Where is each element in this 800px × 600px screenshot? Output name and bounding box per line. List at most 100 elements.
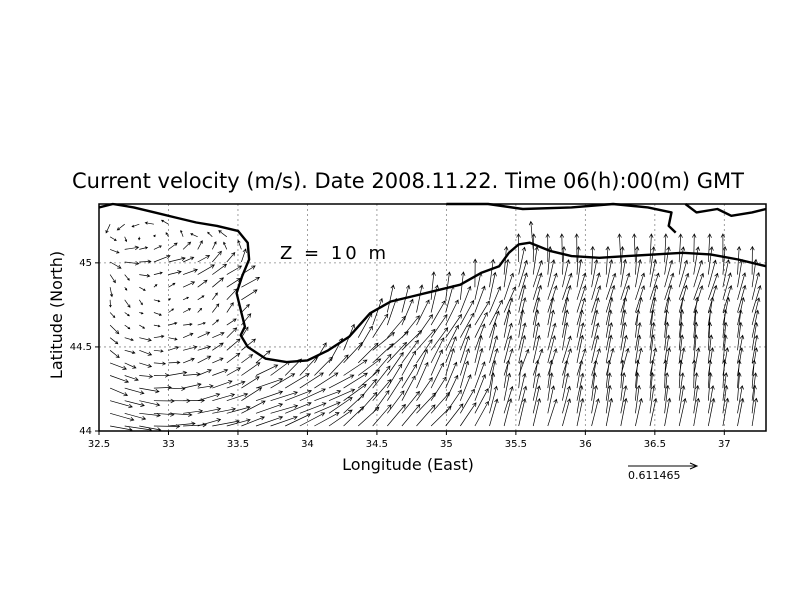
velocity-vector (516, 233, 521, 263)
velocity-vector (474, 400, 489, 427)
velocity-vector (707, 347, 715, 376)
velocity-vector (562, 309, 569, 338)
velocity-vector (139, 286, 146, 291)
velocity-vector (562, 372, 570, 401)
coastline-crimea (98, 202, 767, 364)
velocity-vector (109, 249, 120, 254)
coastline-kerch (446, 202, 677, 234)
velocity-vector (664, 284, 673, 313)
velocity-vector (576, 285, 587, 313)
velocity-vector (751, 372, 758, 401)
y-axis-ticks: 44 44.5 45 (70, 258, 99, 437)
velocity-vector (139, 349, 153, 356)
velocity-vector (751, 397, 759, 427)
velocity-vector (226, 352, 241, 364)
velocity-vector (474, 361, 486, 389)
velocity-vector (110, 412, 135, 422)
velocity-vector (416, 284, 424, 313)
velocity-vector (401, 403, 421, 427)
velocity-vector (168, 270, 182, 275)
velocity-vector (212, 303, 220, 313)
velocity-vector (532, 372, 541, 401)
velocity-vector (124, 337, 134, 342)
velocity-vector (109, 287, 114, 298)
velocity-vector (722, 397, 730, 427)
velocity-vector (707, 284, 718, 313)
velocity-vector (503, 297, 514, 326)
velocity-vector (386, 284, 395, 313)
velocity-vector (547, 285, 558, 313)
velocity-vector (591, 309, 599, 338)
velocity-vector (197, 369, 212, 376)
velocity-vector (343, 372, 368, 389)
velocity-vector (139, 374, 154, 379)
velocity-vector (591, 384, 598, 414)
velocity-vector (503, 245, 509, 275)
velocity-vector (168, 346, 180, 351)
velocity-vector (183, 422, 208, 428)
velocity-vector (168, 298, 172, 301)
velocity-vector (153, 284, 158, 288)
velocity-vector (116, 223, 125, 231)
velocity-vector (693, 334, 699, 363)
velocity-vector (678, 384, 686, 414)
velocity-vector (518, 397, 527, 427)
x-tick-label: 32.5 (88, 439, 110, 450)
velocity-vector (314, 412, 340, 427)
velocity-vector (226, 265, 243, 275)
velocity-vector (197, 279, 208, 288)
velocity-vector (139, 412, 161, 418)
velocity-vector (124, 299, 131, 308)
velocity-vector (518, 359, 524, 389)
velocity-vector (547, 385, 556, 414)
velocity-vector (474, 285, 486, 313)
velocity-vector (328, 354, 349, 376)
velocity-vector (751, 347, 759, 376)
velocity-vector (678, 321, 684, 351)
velocity-vector (343, 406, 365, 427)
velocity-vector (750, 245, 755, 275)
velocity-vector (693, 259, 704, 288)
velocity-vector (168, 282, 176, 288)
velocity-vector (559, 233, 565, 263)
velocity-vector (139, 362, 153, 368)
velocity-vector (183, 408, 204, 414)
velocity-vector (109, 236, 117, 241)
velocity-vector (197, 331, 211, 339)
velocity-vector (691, 233, 697, 263)
velocity-vector (532, 246, 539, 275)
velocity-vector (139, 324, 146, 329)
velocity-vector (430, 376, 447, 401)
velocity-vector (401, 315, 420, 338)
velocity-vector (237, 239, 242, 250)
velocity-vector (489, 299, 503, 326)
velocity-vector (190, 233, 198, 238)
velocity-vector (197, 392, 221, 402)
velocity-vector (212, 368, 229, 376)
x-tick-label: 33 (162, 439, 175, 450)
velocity-vector (518, 272, 528, 300)
depth-annotation: Z = 10 m (280, 243, 389, 264)
velocity-vector (576, 272, 587, 300)
velocity-vector (605, 397, 614, 427)
velocity-vector (503, 335, 513, 363)
velocity-vector (153, 271, 163, 275)
velocity-vector (153, 385, 172, 390)
velocity-vector (110, 400, 133, 409)
velocity-vector (591, 322, 600, 351)
velocity-vector (576, 322, 585, 351)
velocity-vector (693, 296, 700, 326)
velocity-vector (270, 391, 299, 402)
x-tick-label: 33.5 (227, 439, 249, 450)
velocity-vector (182, 357, 195, 364)
velocity-vector (722, 285, 733, 313)
velocity-vector (635, 272, 646, 300)
velocity-vector (547, 348, 558, 376)
velocity-vector (547, 259, 556, 288)
velocity-vector (545, 233, 550, 263)
velocity-vector (620, 309, 627, 338)
velocity-vector (109, 375, 130, 384)
velocity-vector (109, 274, 116, 284)
velocity-vector (635, 334, 642, 363)
velocity-vector (416, 348, 428, 376)
